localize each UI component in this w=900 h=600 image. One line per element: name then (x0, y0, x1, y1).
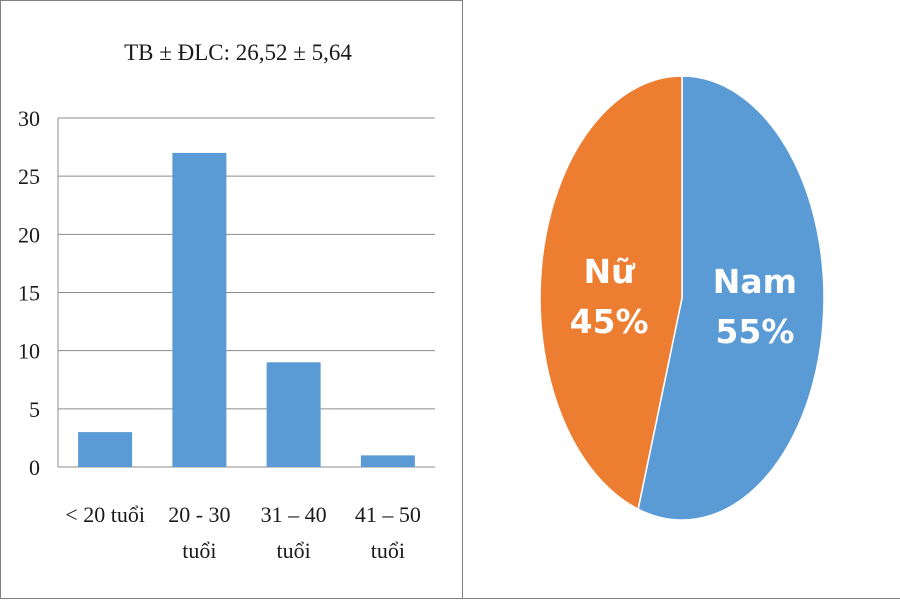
pie-chart: Nam 55% Nữ 45% (539, 75, 825, 521)
bar (172, 152, 227, 467)
bar-y-tick-labels: 0 5 10 15 20 25 30 (18, 106, 40, 480)
x-tick-label: tuổi (182, 538, 216, 563)
y-tick-label: 20 (18, 222, 40, 247)
pie-slice-label: Nữ (584, 252, 637, 291)
bar-chart: TB ± ĐLC: 26,52 ± 5,64 0 5 10 15 20 25 30 < 20… (18, 40, 435, 563)
bar-gridlines (57, 117, 435, 468)
x-tick-label: 41 – 50 (355, 502, 421, 527)
pie-slice (539, 75, 683, 511)
bar (78, 432, 133, 467)
y-tick-label: 30 (18, 106, 40, 131)
pie-slice (637, 75, 825, 521)
pie-slice-percent: 55% (715, 312, 794, 351)
y-tick-label: 15 (18, 281, 40, 306)
x-tick-label: < 20 tuổi (65, 502, 145, 527)
x-tick-label: tuổi (277, 538, 311, 563)
x-tick-label: 31 – 40 (261, 502, 327, 527)
x-tick-label: 20 - 30 (168, 502, 230, 527)
y-tick-label: 5 (29, 397, 40, 422)
pie-labels: Nam 55% Nữ 45% (570, 252, 798, 351)
bar (360, 455, 415, 467)
y-tick-label: 10 (18, 339, 40, 364)
pie-slice-label: Nam (713, 262, 797, 301)
bar-x-tick-labels: < 20 tuổi 20 - 30 tuổi 31 – 40 tuổi 41 – 50 tu… (65, 502, 421, 563)
y-tick-label: 25 (18, 164, 40, 189)
bar (266, 362, 321, 467)
pie-slice-percent: 45% (570, 302, 649, 341)
x-tick-label: tuổi (371, 538, 405, 563)
bar-bars (78, 152, 415, 467)
pie-slices (539, 75, 825, 521)
y-tick-label: 0 (29, 455, 40, 480)
bar-chart-title: TB ± ĐLC: 26,52 ± 5,64 (124, 40, 352, 65)
